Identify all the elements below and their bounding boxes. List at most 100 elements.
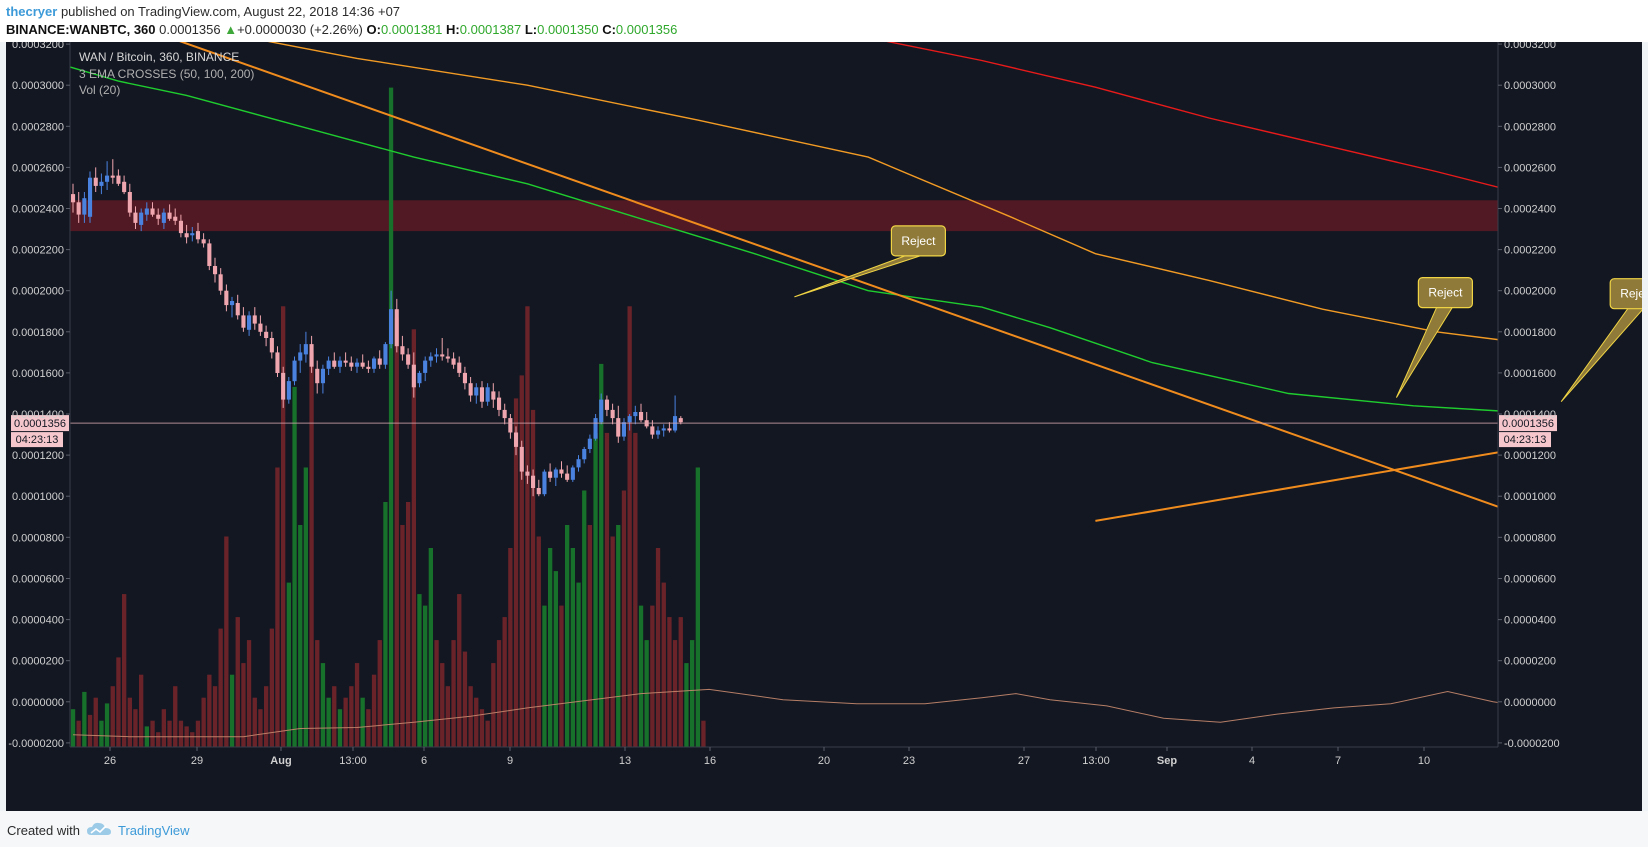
callout-box — [1417, 277, 1474, 309]
volume-bar — [388, 87, 394, 747]
candle — [247, 311, 252, 336]
candle — [616, 405, 621, 443]
candle — [519, 440, 524, 480]
volume-bar — [76, 720, 81, 747]
candle — [286, 377, 291, 404]
candle — [445, 348, 450, 363]
volume-bar — [491, 663, 496, 747]
candle — [406, 348, 411, 369]
candle-body — [559, 469, 564, 474]
volume-bar — [627, 306, 632, 747]
candle — [309, 335, 314, 373]
volume-bar — [144, 726, 149, 747]
candle-body — [286, 381, 291, 400]
candle-body — [133, 212, 138, 223]
candle-body — [275, 352, 280, 373]
last-price: 0.0001356 — [159, 22, 221, 37]
x-tick-label: 16 — [704, 755, 716, 767]
volume-bar — [684, 663, 689, 747]
y-tick-label: 0.0002000 — [1504, 286, 1556, 298]
y-tick-label: 0.0001600 — [12, 368, 64, 380]
candle — [656, 426, 661, 439]
candle — [156, 208, 161, 225]
candle — [224, 284, 229, 312]
candle-body — [167, 212, 172, 219]
volume-bar — [212, 686, 218, 747]
candle — [190, 227, 195, 242]
volume-bar — [667, 617, 672, 747]
close-value: 0.0001356 — [615, 22, 678, 37]
candle-body — [213, 266, 218, 275]
candle-body — [93, 177, 98, 186]
candle — [639, 403, 644, 423]
candle — [201, 233, 206, 248]
volume-bar — [246, 640, 252, 747]
x-tick-label: Aug — [270, 755, 291, 767]
candle-body — [599, 399, 604, 423]
volume-bar — [690, 640, 695, 747]
candle — [468, 377, 473, 402]
y-tick-label: 0.0000400 — [12, 615, 64, 627]
y-tick-label: 0.0001800 — [12, 327, 64, 339]
legend-symbol: WAN / Bitcoin, 360, BINANCE — [79, 50, 239, 64]
volume-bar — [337, 709, 343, 747]
volume-bar — [417, 594, 422, 747]
candle — [360, 354, 365, 369]
volume-bar — [701, 720, 706, 747]
candle-body — [633, 412, 638, 417]
candle-body — [190, 233, 195, 236]
volume-bar — [349, 686, 354, 747]
x-tick-label: 29 — [191, 755, 203, 767]
candle — [400, 335, 405, 361]
chart-area[interactable]: 0.0001356 04:23:13 0.0001356 04:23:13 Rejec… — [6, 42, 1642, 811]
candle — [105, 161, 110, 190]
candle-body — [247, 315, 252, 330]
candle — [355, 358, 360, 373]
volume-bar — [326, 697, 331, 747]
volume-bar — [502, 617, 507, 747]
volume-bar — [593, 432, 598, 747]
volume-bar — [173, 686, 178, 747]
volume-bar — [633, 432, 638, 747]
candle — [332, 352, 337, 369]
x-tick-label: 9 — [507, 755, 513, 767]
volume-bar — [508, 548, 513, 747]
volume-bar — [298, 525, 303, 747]
candle — [559, 461, 564, 478]
countdown-label-right: 04:23:13 — [1504, 434, 1547, 446]
candle-body — [570, 467, 575, 480]
candle — [548, 463, 553, 482]
volume-bar — [127, 697, 132, 747]
volume-bar — [513, 398, 519, 747]
candle — [457, 356, 462, 377]
candle-body — [201, 239, 206, 244]
candle-body — [258, 323, 263, 332]
volume-bar — [457, 594, 462, 747]
volume-bar — [252, 697, 257, 747]
candle — [428, 352, 433, 367]
y-tick-label: 0.0001000 — [12, 491, 64, 503]
volume-bar — [582, 490, 587, 747]
low-label: L: — [524, 22, 538, 37]
candle-body — [423, 360, 428, 373]
candle — [178, 214, 183, 238]
candle — [661, 424, 666, 437]
volume-bar — [394, 317, 399, 747]
author-link[interactable]: thecryer — [6, 4, 58, 19]
candle — [173, 208, 178, 225]
candle — [258, 315, 263, 336]
candle — [349, 356, 354, 371]
candle-body — [434, 354, 439, 357]
y-tick-label: 0.0001000 — [1504, 491, 1556, 503]
candle-body — [582, 449, 587, 460]
candle — [93, 167, 98, 192]
candle-body — [320, 368, 325, 384]
candle — [184, 224, 189, 244]
ema-50-line — [70, 66, 1498, 412]
candle-body — [116, 175, 121, 184]
descending-trendline — [179, 42, 1498, 508]
candle-body — [326, 360, 331, 369]
candle-body — [565, 473, 570, 480]
tradingview-brand-link[interactable]: TradingView — [118, 823, 190, 838]
price-chart[interactable]: 0.0001356 04:23:13 0.0001356 04:23:13 Rejec… — [6, 42, 1642, 811]
